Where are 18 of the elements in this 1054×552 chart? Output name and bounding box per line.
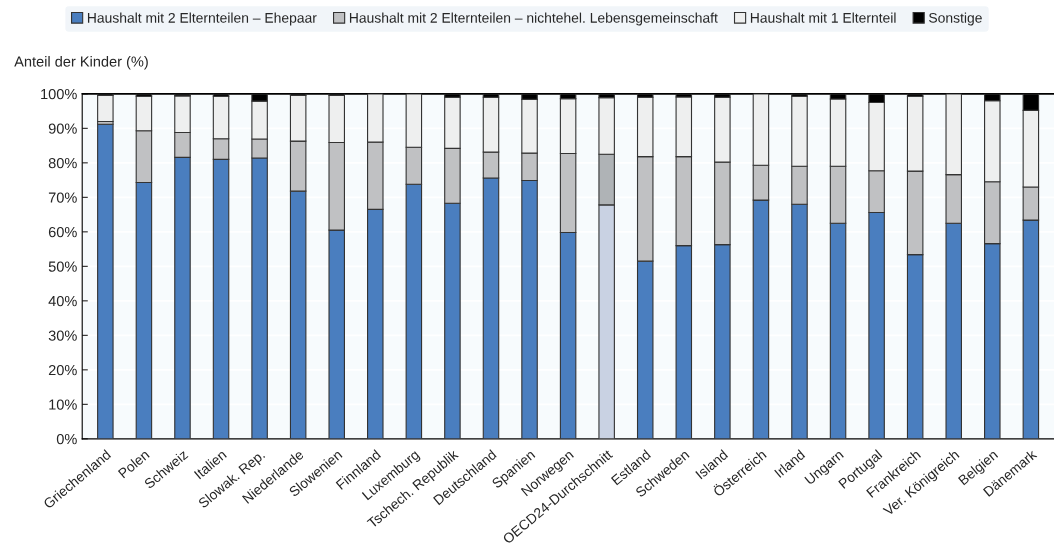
legend-label: Haushalt mit 1 Elternteil — [750, 12, 896, 23]
bar — [97, 123, 114, 439]
y-tick-label: 70% — [48, 192, 77, 203]
legend-label: Haushalt mit 2 Elternteilen – nichtehel. Lebensgemeinschaft — [349, 12, 718, 26]
y-tick-label: 10% — [49, 399, 77, 410]
y-tick-label: 80% — [48, 157, 77, 169]
y-tick-label: 0% — [56, 433, 77, 445]
y-tick-label: 90% — [48, 123, 77, 134]
bar — [97, 95, 114, 122]
y-tick-label: 100% — [41, 88, 77, 100]
y-tick-label: 50% — [48, 261, 77, 272]
y-axis-title: Anteil der Kinder (%) — [14, 55, 148, 70]
y-tick-label: 40% — [48, 295, 77, 307]
y-tick-label: 20% — [48, 364, 77, 376]
legend-label: Sonstige — [929, 12, 982, 26]
y-tick-label: 60% — [48, 226, 77, 238]
y-tick-label: 30% — [48, 330, 77, 341]
legend-label: Haushalt mit 2 Elternteilen – Ehepaar — [87, 12, 317, 26]
